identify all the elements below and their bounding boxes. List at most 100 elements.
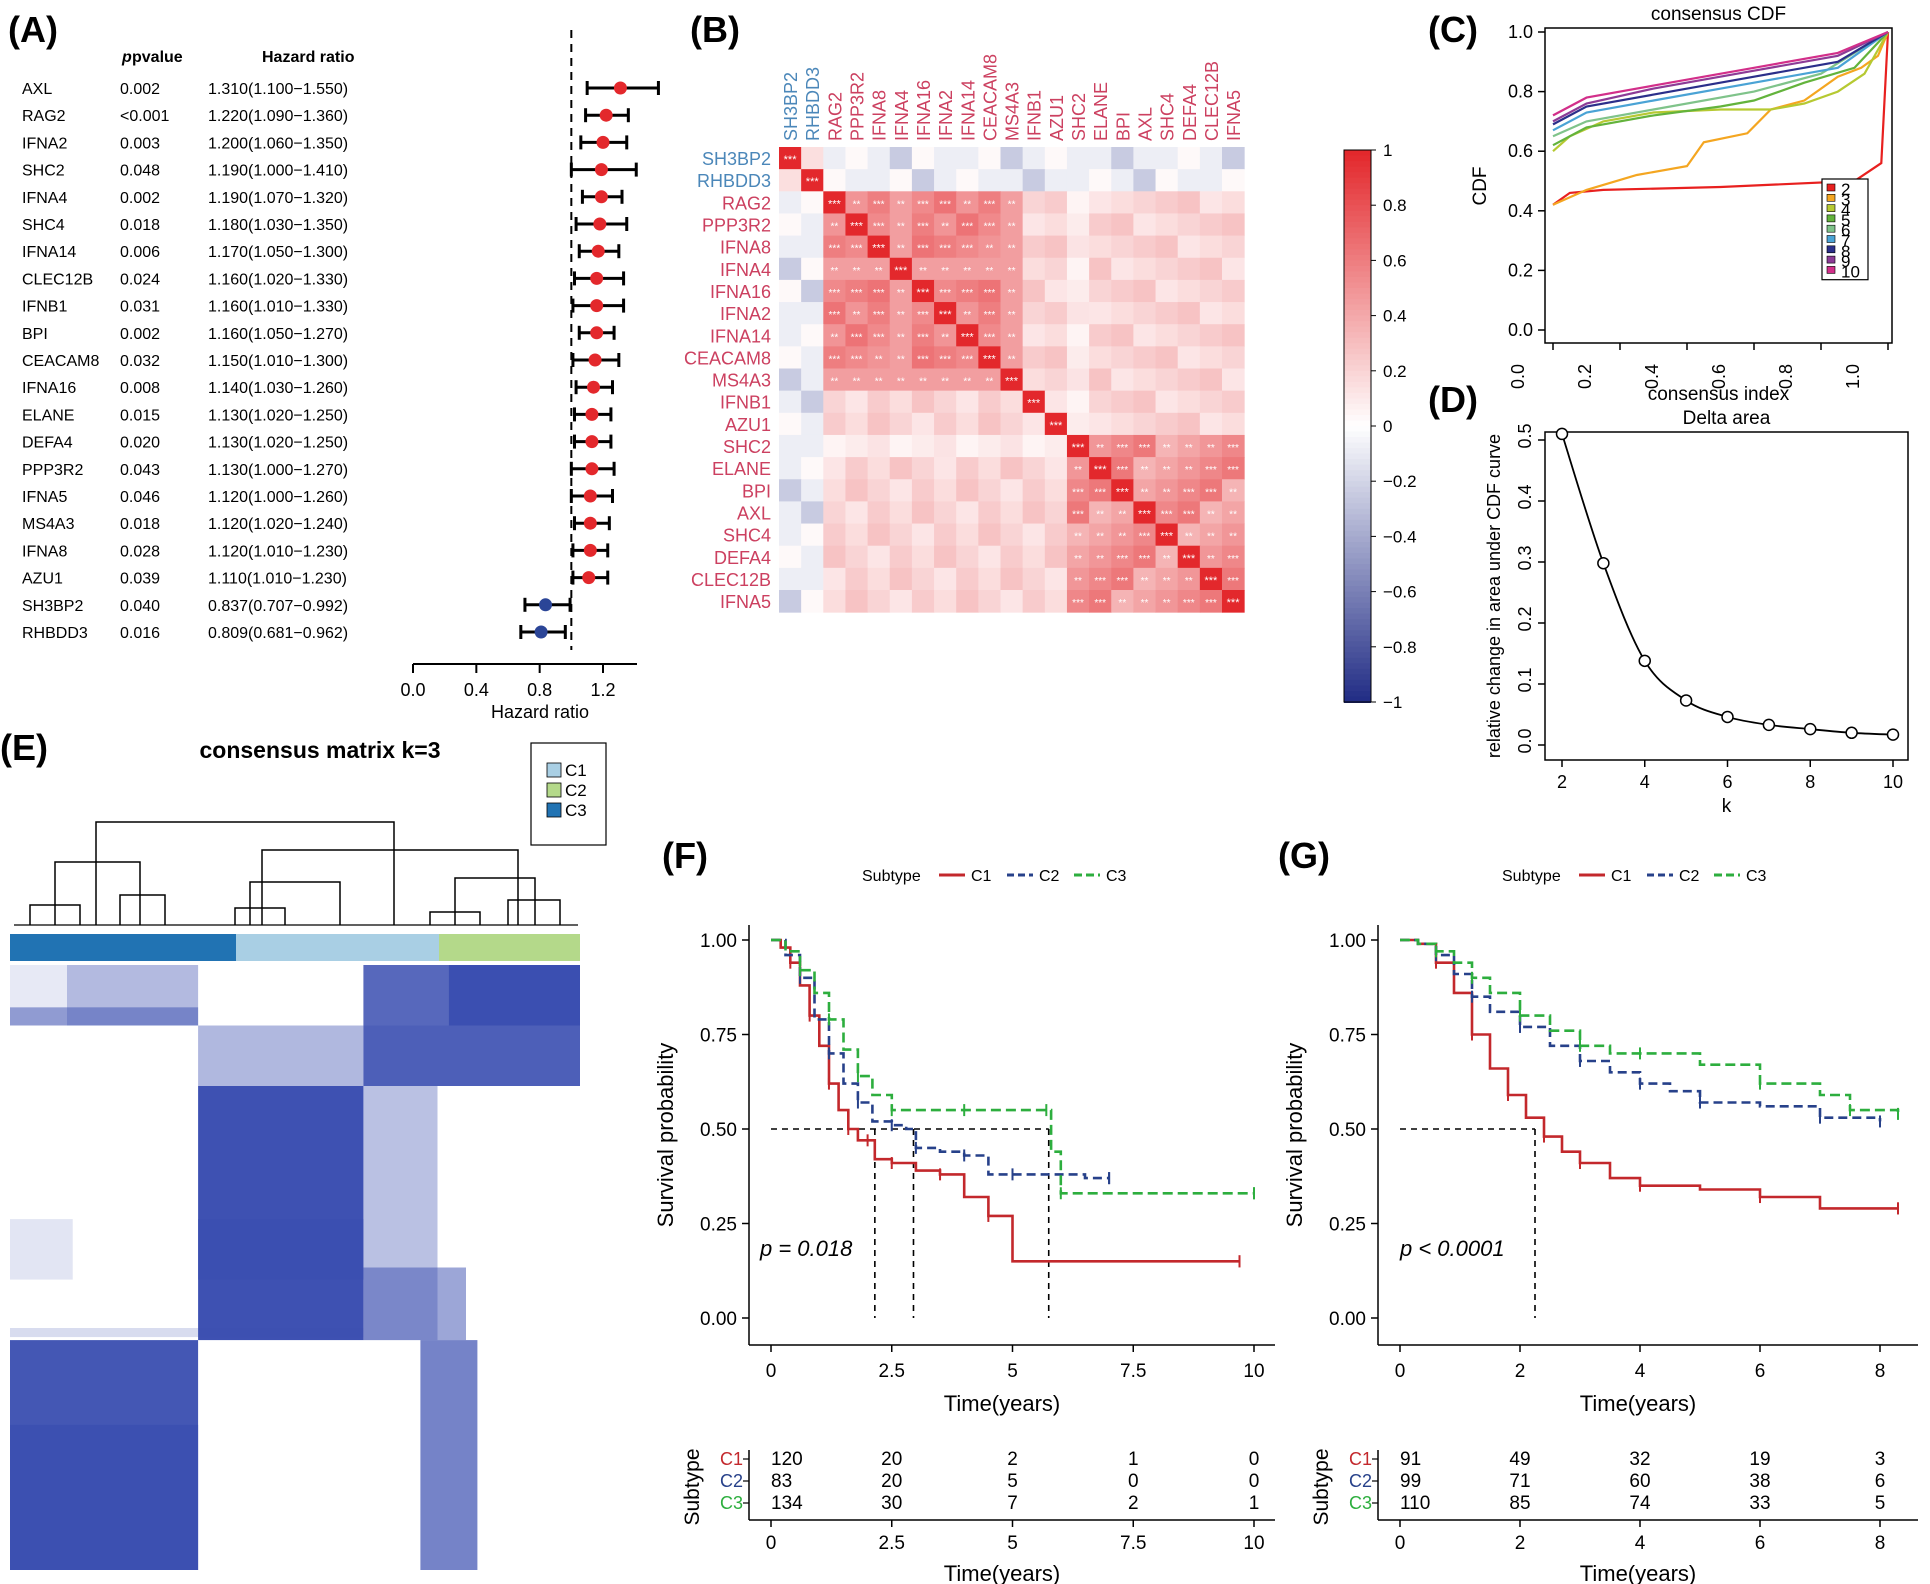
heatmap-cell bbox=[1199, 545, 1223, 569]
heatmap-cell bbox=[779, 147, 802, 170]
cdf-legend-label: 7 bbox=[1841, 232, 1850, 251]
heatmap-cell bbox=[801, 147, 824, 170]
colorbar-segment bbox=[1344, 525, 1371, 532]
km-x-tick-label: 0 bbox=[1395, 1361, 1406, 1382]
heatmap-signif: ** bbox=[853, 377, 861, 388]
panel-label-g: (G) bbox=[1278, 835, 1330, 876]
heatmap-cell bbox=[889, 390, 913, 414]
forest-hr-text: 1.120(1.010−1.230) bbox=[208, 543, 348, 560]
heatmap-signif: ** bbox=[830, 377, 838, 388]
heatmap-signif: *** bbox=[1139, 532, 1151, 543]
forest-hr-text: 1.220(1.090−1.360) bbox=[208, 108, 348, 125]
heatmap-row-label: IFNA2 bbox=[720, 304, 771, 324]
heatmap-cell bbox=[1111, 590, 1134, 613]
km-y-tick-label: 0.25 bbox=[1329, 1215, 1366, 1236]
heatmap-cell bbox=[845, 390, 869, 414]
heatmap-cell bbox=[978, 567, 1001, 591]
delta-point bbox=[1555, 427, 1569, 441]
heatmap-row-label: IFNA14 bbox=[710, 326, 771, 346]
cdf-legend-swatch bbox=[1826, 204, 1836, 212]
heatmap-signif: *** bbox=[939, 199, 951, 210]
heatmap-signif: *** bbox=[1205, 598, 1217, 609]
heatmap-cell bbox=[1066, 191, 1090, 214]
forest-hr-text: 1.150(1.010−1.300) bbox=[208, 353, 348, 370]
heatmap-cell bbox=[1133, 324, 1157, 347]
heatmap-signif: *** bbox=[917, 244, 929, 255]
forest-pvalue: 0.040 bbox=[120, 598, 160, 615]
heatmap-cell bbox=[1000, 213, 1024, 237]
km-curve-c1 bbox=[1400, 938, 1898, 1210]
forest-point bbox=[590, 299, 604, 313]
colorbar-segment bbox=[1344, 586, 1371, 593]
heatmap-col-label: CEACAM8 bbox=[980, 54, 1000, 141]
heatmap-signif: ** bbox=[1141, 465, 1149, 476]
cdf-legend-swatch bbox=[1826, 266, 1836, 274]
heatmap-cell bbox=[978, 545, 1001, 569]
cluster-bar-c1 bbox=[236, 934, 439, 961]
heatmap-cell bbox=[1133, 169, 1157, 192]
forest-point bbox=[585, 407, 599, 421]
heatmap-cell bbox=[934, 346, 957, 369]
heatmap-cell bbox=[978, 169, 1001, 192]
colorbar-tick-label: 0.6 bbox=[1383, 251, 1407, 270]
heatmap-row-label: CLEC12B bbox=[691, 570, 771, 590]
km-x-tick-label: 2 bbox=[1515, 1361, 1526, 1382]
dendrogram-branch bbox=[261, 849, 519, 925]
heatmap-signif: ** bbox=[1008, 354, 1016, 365]
heatmap-cell bbox=[889, 501, 913, 525]
colorbar-segment bbox=[1344, 260, 1371, 267]
km-x-tick-label: 0 bbox=[766, 1361, 777, 1382]
heatmap-cell bbox=[1222, 523, 1245, 547]
heatmap-cell bbox=[823, 412, 846, 436]
heatmap-signif: ** bbox=[1074, 465, 1082, 476]
risk-table-count: 20 bbox=[881, 1471, 902, 1492]
heatmap-cell bbox=[1022, 147, 1046, 170]
forest-pvalue: 0.018 bbox=[120, 217, 160, 234]
heatmap-signif: *** bbox=[873, 310, 885, 321]
colorbar-segment bbox=[1344, 575, 1371, 582]
colorbar-segment bbox=[1344, 326, 1371, 334]
heatmap-signif: ** bbox=[1008, 288, 1016, 299]
heatmap-cell bbox=[779, 302, 802, 325]
heatmap-signif: ** bbox=[963, 199, 971, 210]
heatmap-cell bbox=[1133, 213, 1157, 237]
heatmap-cell bbox=[1155, 501, 1179, 525]
heatmap-signif: *** bbox=[984, 199, 996, 210]
heatmap-signif: *** bbox=[1116, 465, 1128, 476]
heatmap-cell bbox=[934, 257, 957, 281]
risk-table-count: 5 bbox=[1875, 1493, 1886, 1514]
heatmap-cell bbox=[1022, 279, 1046, 303]
heatmap-cell bbox=[1133, 368, 1157, 392]
risk-table-group-label: C2 bbox=[720, 1471, 743, 1491]
heatmap-signif: *** bbox=[828, 198, 842, 210]
heatmap-cell bbox=[1000, 346, 1024, 369]
heatmap-cell bbox=[1155, 390, 1179, 414]
forest-point bbox=[583, 516, 597, 530]
cdf-legend-label: 5 bbox=[1841, 211, 1850, 230]
heatmap-cell bbox=[1022, 169, 1046, 192]
heatmap-col-label: CLEC12B bbox=[1202, 61, 1222, 141]
heatmap-signif: *** bbox=[1138, 508, 1152, 520]
colorbar-segment bbox=[1344, 398, 1371, 405]
heatmap-cell bbox=[1177, 302, 1201, 325]
heatmap-signif: *** bbox=[850, 221, 864, 233]
cdf-plot-frame bbox=[1544, 27, 1893, 344]
forest-point bbox=[591, 244, 605, 258]
heatmap-signif: *** bbox=[1116, 554, 1128, 565]
km-legend-title: Subtype bbox=[1502, 868, 1561, 885]
heatmap-cell bbox=[1111, 368, 1134, 392]
heatmap-cell bbox=[867, 169, 891, 192]
heatmap-cell bbox=[956, 235, 979, 259]
cdf-series-line bbox=[1552, 31, 1889, 147]
heatmap-signif: *** bbox=[1227, 465, 1239, 476]
heatmap-cell bbox=[1000, 302, 1024, 325]
heatmap-cell bbox=[1155, 523, 1179, 547]
heatmap-signif: *** bbox=[983, 353, 997, 365]
heatmap-cell bbox=[978, 324, 1001, 347]
heatmap-cell bbox=[801, 279, 824, 303]
heatmap-cell bbox=[1222, 257, 1245, 281]
forest-gene-label: RAG2 bbox=[22, 108, 66, 125]
heatmap-cell bbox=[1044, 567, 1068, 591]
heatmap-cell bbox=[845, 279, 869, 303]
forest-hr-text: 1.130(1.000−1.270) bbox=[208, 462, 348, 479]
